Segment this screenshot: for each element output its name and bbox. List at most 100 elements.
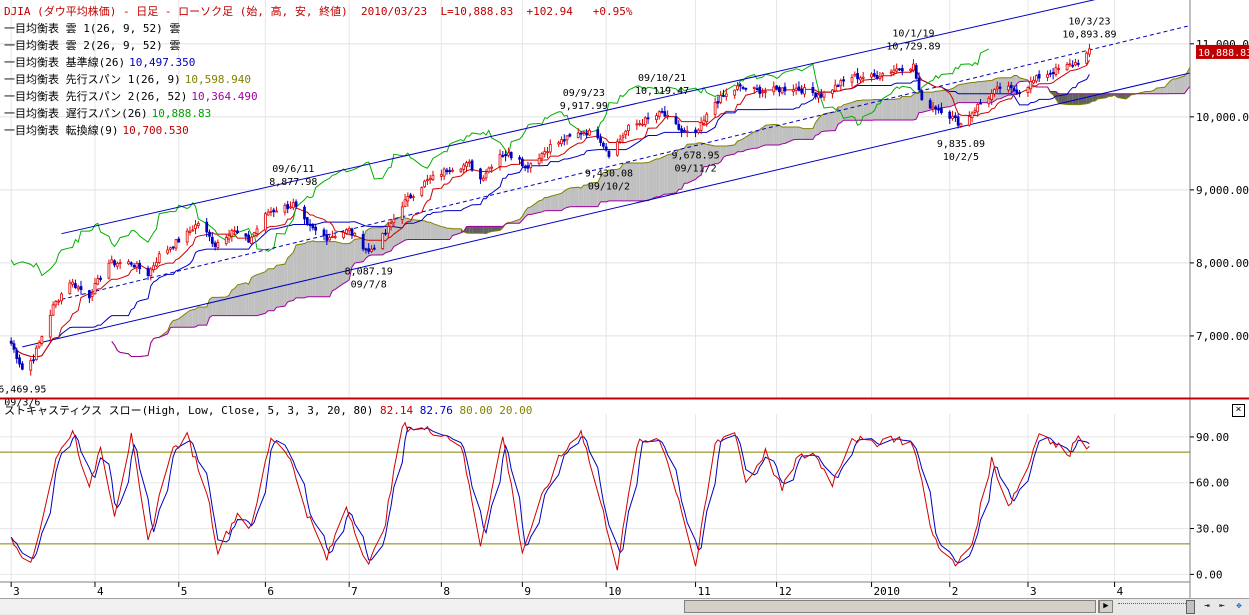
candle-body [921,91,923,100]
candle-body [764,92,766,93]
candle-body [49,315,51,337]
cloud-segment [196,307,199,327]
candle-body [544,151,546,154]
cloud-segment [545,197,548,210]
candle-body [837,86,839,87]
cloud-segment [316,242,324,297]
annotation-date: 09/11/2 [674,163,716,174]
candle-body [52,305,54,315]
scroll-thumb[interactable] [684,600,1096,613]
candle-body [225,238,227,244]
x-tick-label: 10 [608,585,621,598]
scroll-track[interactable]: ▶ [0,599,1098,614]
cloud-segment [559,193,562,210]
candle-body [742,87,744,88]
cloud-segment [640,163,643,201]
scroll-right-button-icon[interactable]: ▶ [1099,600,1113,613]
annotation-value: 10,729.89 [886,42,940,53]
candle-body [781,88,783,93]
candle-body [133,265,135,266]
candle-body [116,263,118,266]
cloud-segment [796,127,799,139]
candle-body [1049,73,1051,74]
candle-body [245,234,247,236]
cloud-segment [212,297,215,315]
candle-body [798,87,800,90]
chart-title-row: DJIA (ダウ平均株価) - 日足 - ローソク足 (始, 高, 安, 終値)… [4,3,633,20]
candle-body [658,112,660,117]
cloud-segment [774,124,777,145]
cloud-segment [324,242,327,297]
candle-body [524,167,526,168]
legend-label: 一目均衡表 基準線(26) [4,56,125,69]
candle-body [491,167,493,168]
candle-body [371,249,373,251]
pan-tool-icon[interactable]: ✥ [1232,600,1246,613]
candle-body [74,284,76,288]
candle-body [851,77,853,82]
candle-body [1047,75,1049,78]
cloud-segment [480,226,483,233]
legend-item: 一目均衡表 基準線(26)10,497.350 [4,54,633,71]
stoch-k-line [11,423,1089,571]
candle-body [119,263,121,264]
candle-body [323,230,325,235]
candle-body [1052,72,1054,73]
candle-body [150,269,152,276]
zoom-in-icon[interactable]: ⇤ [1215,600,1229,613]
candle-body [873,74,875,77]
cloud-segment [483,226,486,233]
annotation-date: 09/10/2 [588,181,630,192]
candle-body [499,154,501,166]
close-icon[interactable]: × [1232,404,1245,417]
candle-body [616,142,618,155]
x-tick-label: 3 [13,585,20,598]
cloud-segment [740,139,743,152]
candle-body [725,94,727,97]
cloud-segment [564,189,567,208]
cloud-segment [891,100,894,120]
x-tick-label: 2010 [874,585,901,598]
cloud-segment [190,310,193,328]
cloud-segment [779,125,782,145]
candle-body [854,75,856,76]
candle-body [97,279,99,284]
annotation-date: 10/1/19 [892,29,934,40]
candle-body [421,188,423,196]
candle-body [130,263,132,265]
candle-body [996,87,998,89]
zoom-out-icon[interactable]: ⇥ [1200,600,1214,613]
annotation-value: 6,469.95 [0,385,46,396]
legend-item: 一目均衡表 先行スパン 1(26, 9)10,598.940 [4,71,633,88]
cloud-segment [821,114,824,132]
x-tick-label: 2 [952,585,959,598]
candle-body [971,113,973,118]
legend-item: 一目均衡表 雲 1(26, 9, 52) 雲 [4,20,633,37]
cloud-segment [883,100,891,120]
candle-body [667,115,669,116]
candle-body [91,294,93,296]
candle-body [250,237,252,243]
legend-value: 10,598.940 [185,73,251,86]
candle-body [393,219,395,222]
legend-item: 一目均衡表 先行スパン 2(26, 52)10,364.490 [4,88,633,105]
zoom-slider[interactable] [1118,603,1194,610]
cloud-segment [824,112,832,131]
price-tag-label: 10,888.83 [1198,48,1249,59]
cloud-segment [1067,94,1070,105]
cloud-segment [313,241,316,297]
horizontal-scrollbar[interactable]: ▶ ▶ ⇥ ⇤ ✥ [0,598,1249,615]
candle-body [273,210,275,212]
candle-body [661,111,663,112]
candle-body [974,111,976,113]
legend-rows: 一目均衡表 雲 1(26, 9, 52) 雲一目均衡表 雲 2(26, 9, 5… [4,20,633,139]
chart-date: 2010/03/23 [361,5,427,18]
zoom-slider-knob-icon[interactable] [1186,600,1195,614]
candle-body [248,235,250,242]
candle-body [1086,53,1088,63]
candle-body [753,87,755,88]
candle-body [960,124,962,126]
annotation-value: 9,678.95 [671,150,719,161]
candle-body [309,224,311,225]
candle-body [267,212,269,215]
